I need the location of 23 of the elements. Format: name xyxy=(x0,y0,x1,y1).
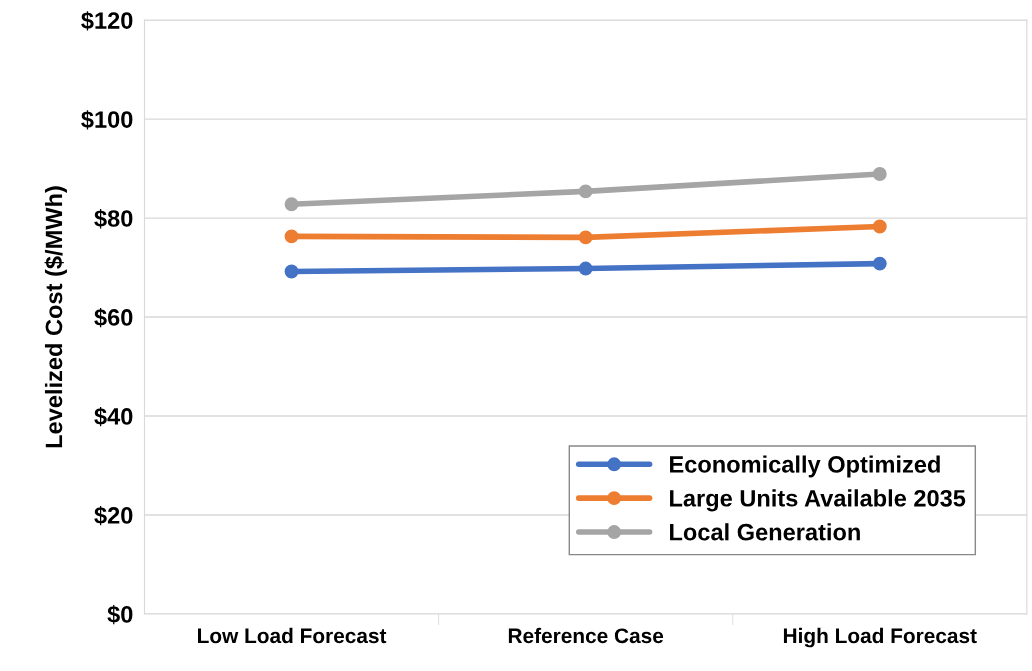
y-tick-label: $0 xyxy=(107,605,133,625)
legend-label: Local Generation xyxy=(670,523,860,541)
x-tick-label: Reference Case xyxy=(508,627,664,644)
y-tick-label: $20 xyxy=(94,506,133,526)
x-tick-label: High Load Forecast xyxy=(783,627,977,648)
point xyxy=(284,264,299,279)
point xyxy=(284,229,299,244)
y-tick-label: $120 xyxy=(81,11,133,31)
point xyxy=(578,261,593,276)
point xyxy=(872,219,887,234)
point xyxy=(284,197,299,212)
y-axis-title: Levelized Cost ($/MWh) xyxy=(44,186,67,448)
point xyxy=(872,256,887,271)
y-tick-label: $60 xyxy=(94,308,133,328)
legend-label: Economically Optimized xyxy=(670,455,940,478)
y-tick-label: $100 xyxy=(81,110,133,130)
point xyxy=(578,230,593,245)
y-tick-label: $80 xyxy=(94,209,133,229)
point xyxy=(578,184,593,199)
y-tick-label: $40 xyxy=(94,407,133,427)
x-tick-label: Low Load Forecast xyxy=(198,627,387,644)
legend-label: Large Units Available 2035 xyxy=(670,489,966,512)
point xyxy=(872,167,887,181)
